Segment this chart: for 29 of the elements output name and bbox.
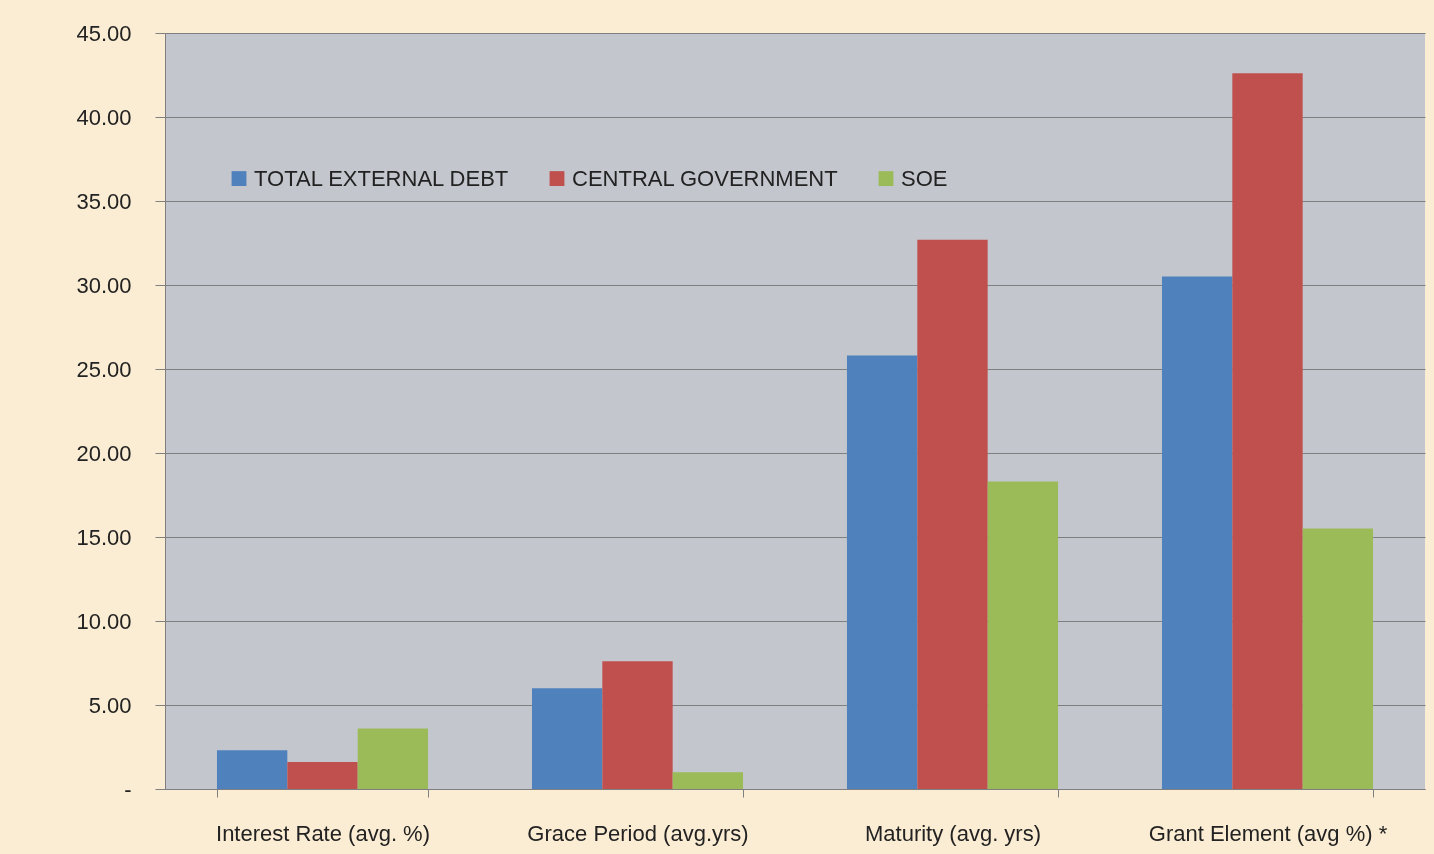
legend-label: SOE [901,165,948,191]
bar [1302,528,1374,789]
bar [357,728,429,789]
bar [1232,73,1303,789]
bar [917,239,988,789]
bar [216,750,288,789]
y-tick-label: 20.00 [76,440,132,466]
legend-label: CENTRAL GOVERNMENT [572,165,838,191]
y-tick-label: 45.00 [76,20,132,46]
y-tick-label: - [124,776,132,802]
bar [287,762,358,789]
y-tick-label: 15.00 [76,524,132,550]
bar [602,661,673,789]
x-tick-label: Interest Rate (avg. %) [216,820,430,846]
bar [846,355,918,789]
bar [987,481,1059,789]
bar [531,688,603,789]
y-tick-label: 10.00 [76,608,132,634]
legend-label: TOTAL EXTERNAL DEBT [254,165,509,191]
x-tick-label: Grant Element (avg %) * [1148,820,1388,846]
y-tick-label: 35.00 [76,188,132,214]
y-tick-label: 5.00 [88,692,132,718]
y-tick-label: 30.00 [76,272,132,298]
y-tick-label: 40.00 [76,104,132,130]
x-tick-label: Grace Period (avg.yrs) [527,820,749,846]
bar [1161,276,1233,789]
y-tick-label: 25.00 [76,356,132,382]
x-tick-label: Maturity (avg. yrs) [864,820,1042,846]
bar [672,772,744,789]
